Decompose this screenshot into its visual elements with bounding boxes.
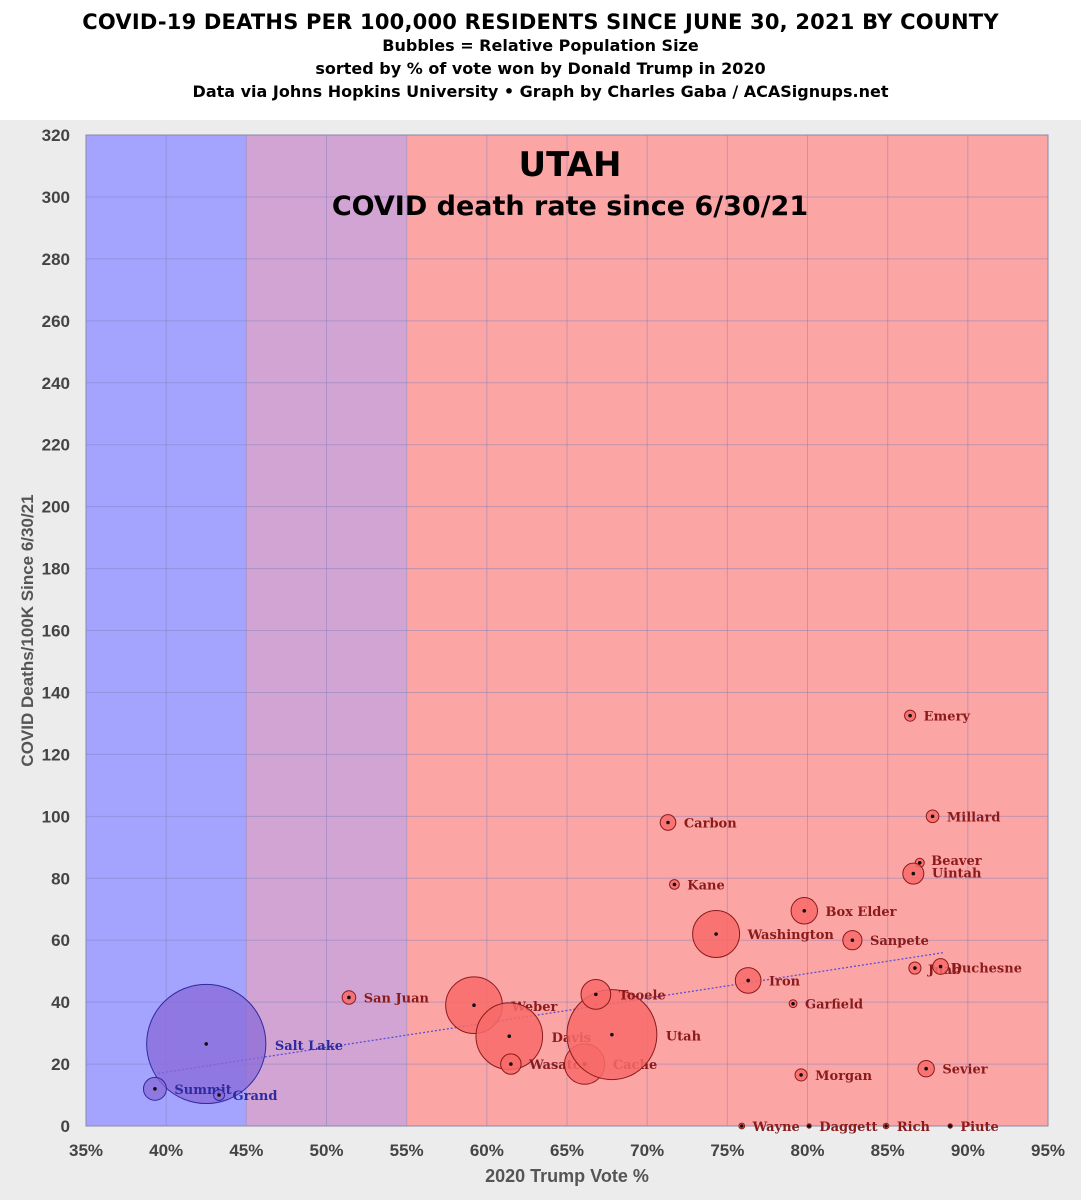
y-tick-label: 180 xyxy=(42,560,70,579)
county-point xyxy=(807,1124,811,1128)
county-point xyxy=(908,713,912,718)
x-tick-label: 65% xyxy=(550,1141,584,1160)
county-point xyxy=(714,932,718,936)
county-point xyxy=(884,1124,888,1128)
y-tick-label: 100 xyxy=(42,807,70,826)
y-tick-label: 320 xyxy=(42,126,70,145)
county-label: Carbon xyxy=(684,817,737,832)
county-label: Grand xyxy=(233,1089,278,1104)
plot-border xyxy=(85,134,1049,1127)
county-point xyxy=(799,1073,803,1077)
chart-subtitle-sorting: sorted by % of vote won by Donald Trump … xyxy=(315,59,766,78)
county-label: Box Elder xyxy=(826,905,897,920)
y-tick-label: 240 xyxy=(42,374,70,393)
y-tick-label: 20 xyxy=(51,1055,70,1074)
county-label: Morgan xyxy=(815,1069,872,1084)
y-tick-label: 260 xyxy=(42,312,70,331)
county-point xyxy=(509,1062,513,1066)
county-point xyxy=(610,1032,614,1037)
y-tick-label: 200 xyxy=(42,498,70,517)
county-point xyxy=(672,882,677,887)
chart-subtitle-bubbles: Bubbles = Relative Population Size xyxy=(382,36,699,55)
county-point xyxy=(472,1003,476,1008)
county-label: Wayne xyxy=(752,1120,800,1135)
county-label: Salt Lake xyxy=(275,1039,343,1054)
county-point xyxy=(911,871,916,876)
x-tick-label: 80% xyxy=(790,1141,824,1160)
chart-subtitle-source: Data via Johns Hopkins University • Grap… xyxy=(192,82,889,101)
county-label: Kane xyxy=(687,878,724,893)
county-point xyxy=(153,1087,157,1091)
county-label: Duchesne xyxy=(951,962,1022,977)
trendline xyxy=(158,951,944,1074)
county-label: Beaver xyxy=(931,854,982,869)
county-label: Millard xyxy=(947,810,1001,825)
vote-band-1 xyxy=(246,135,407,1126)
county-point xyxy=(217,1093,221,1097)
county-point xyxy=(347,995,351,1000)
x-tick-label: 75% xyxy=(710,1141,744,1160)
county-label: Garfield xyxy=(805,998,863,1013)
county-point xyxy=(917,860,922,865)
county-point xyxy=(802,908,807,913)
chart-header: COVID-19 DEATHS PER 100,000 RESIDENTS SI… xyxy=(0,0,1081,103)
county-label: Piute xyxy=(960,1120,998,1135)
y-tick-label: 160 xyxy=(42,622,70,641)
y-tick-label: 280 xyxy=(42,250,70,269)
county-label: Emery xyxy=(924,710,971,725)
county-label: Uintah xyxy=(932,867,982,882)
county-point xyxy=(746,978,750,983)
x-tick-label: 35% xyxy=(69,1141,103,1160)
county-label: Daggett xyxy=(819,1120,877,1135)
x-tick-label: 40% xyxy=(149,1141,183,1160)
y-tick-label: 0 xyxy=(61,1117,70,1136)
county-point xyxy=(938,964,943,969)
x-tick-label: 45% xyxy=(229,1141,263,1160)
county-label: Sevier xyxy=(942,1063,987,1078)
county-point xyxy=(507,1034,512,1038)
vote-band-0 xyxy=(86,135,247,1126)
county-label: Tooele xyxy=(619,988,666,1003)
county-label: Utah xyxy=(666,1030,702,1045)
y-tick-label: 40 xyxy=(51,993,70,1012)
x-axis-title: 2020 Trump Vote % xyxy=(485,1166,649,1186)
y-tick-label: 300 xyxy=(42,188,70,207)
y-tick-label: 80 xyxy=(51,869,70,888)
y-tick-label: 140 xyxy=(42,683,70,702)
county-point xyxy=(594,992,598,997)
county-label: Washington xyxy=(747,928,835,943)
county-point xyxy=(204,1042,209,1046)
x-tick-label: 50% xyxy=(309,1141,343,1160)
x-tick-label: 95% xyxy=(1031,1141,1065,1160)
county-point xyxy=(913,966,917,970)
county-label: Iron xyxy=(769,974,801,989)
x-tick-label: 60% xyxy=(470,1141,504,1160)
county-label: Rich xyxy=(897,1120,931,1135)
y-tick-label: 120 xyxy=(42,745,70,764)
county-point xyxy=(948,1124,952,1128)
annotation-subtitle: COVID death rate since 6/30/21 xyxy=(332,191,808,222)
county-point xyxy=(924,1066,928,1071)
county-point xyxy=(739,1124,744,1128)
x-tick-label: 55% xyxy=(390,1141,424,1160)
county-point xyxy=(666,820,670,825)
county-label: San Juan xyxy=(364,991,430,1006)
x-tick-label: 90% xyxy=(951,1141,985,1160)
y-tick-label: 220 xyxy=(42,436,70,455)
county-point xyxy=(850,938,855,942)
y-tick-label: 60 xyxy=(51,931,70,950)
x-tick-label: 70% xyxy=(630,1141,664,1160)
annotation-title: UTAH xyxy=(519,145,622,185)
county-point xyxy=(930,814,935,819)
y-axis-title: COVID Deaths/100K Since 6/30/21 xyxy=(18,494,37,766)
x-tick-label: 85% xyxy=(871,1141,905,1160)
chart-title: COVID-19 DEATHS PER 100,000 RESIDENTS SI… xyxy=(82,10,999,34)
county-point xyxy=(791,1001,795,1006)
county-label: Sanpete xyxy=(870,934,929,949)
